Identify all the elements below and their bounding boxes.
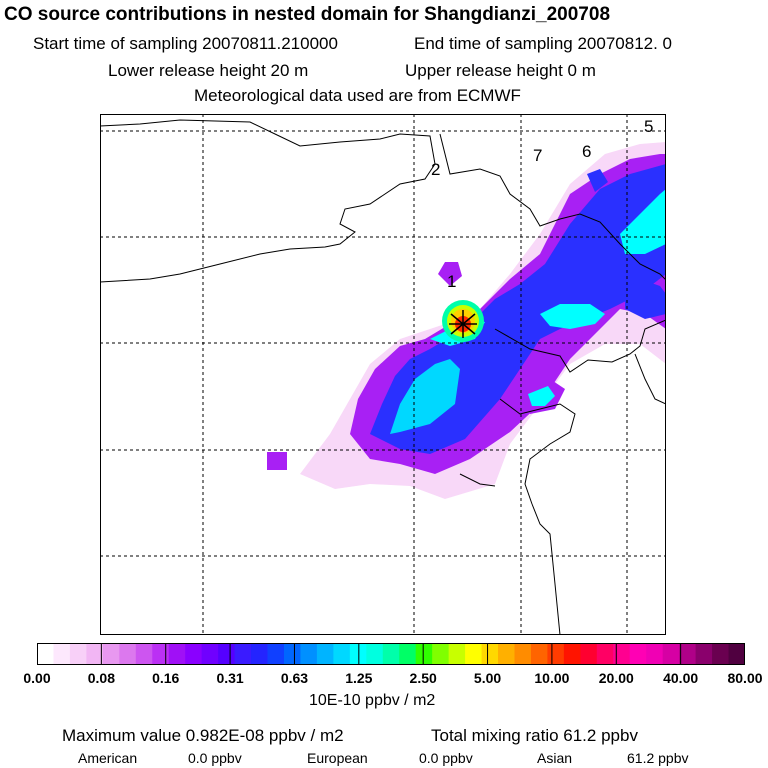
colorbar-tick-label: 5.00 (473, 670, 502, 686)
colorbar-swatch (267, 643, 285, 665)
colorbar-swatch (152, 643, 170, 665)
colorbar-swatch (300, 643, 318, 665)
colorbar-tick-label: 20.00 (598, 670, 634, 686)
total-mixing-label: Total mixing ratio 61.2 ppbv (431, 726, 638, 745)
max-value-label: Maximum value 0.982E-08 ppbv / m2 (62, 726, 344, 745)
american-value: 0.0 ppbv (188, 750, 242, 766)
colorbar-swatch (563, 643, 581, 665)
asian-value: 61.2 ppbv (627, 750, 689, 766)
colorbar-swatch (547, 643, 565, 665)
colorbar-swatch (679, 643, 697, 665)
region-label-6: 6 (582, 142, 591, 161)
colorbar-swatch (316, 643, 334, 665)
colorbar-swatch (283, 643, 302, 665)
map-panel: 1 2 5 6 7 (100, 114, 666, 635)
colorbar-swatch (333, 643, 351, 665)
colorbar-tick-label: 40.00 (663, 670, 699, 686)
colorbar-swatch (53, 643, 71, 665)
colorbar-swatch (251, 643, 269, 665)
colorbar-swatch (382, 643, 400, 665)
colorbar-swatch (432, 643, 450, 665)
start-time-label: Start time of sampling 20070811.210000 (33, 34, 338, 53)
colorbar-swatch (86, 643, 104, 665)
colorbar-swatch (530, 643, 549, 665)
colorbar-tick-label: 0.63 (280, 670, 309, 686)
colorbar-swatch (514, 643, 532, 665)
colorbar-swatch (135, 643, 153, 665)
colorbar-swatch (185, 643, 203, 665)
colorbar-swatch (168, 643, 186, 665)
colorbar-swatch (728, 643, 745, 665)
grid (100, 114, 666, 635)
lower-release-label: Lower release height 20 m (108, 61, 309, 80)
colorbar-tick-label: 0.00 (23, 670, 51, 686)
coastline (100, 119, 666, 635)
region-label-2: 2 (431, 160, 440, 179)
upper-release-label: Upper release height 0 m (405, 61, 596, 80)
met-data-label: Meteorological data used are from ECMWF (194, 86, 521, 105)
station-star-icon (449, 310, 477, 338)
colorbar-swatch (102, 643, 120, 665)
colorbar-tick-label: 0.16 (152, 670, 180, 686)
colorbar-swatch (662, 643, 680, 665)
colorbar-swatch (481, 643, 499, 665)
colorbar-swatch (465, 643, 483, 665)
colorbar-swatch (69, 643, 87, 665)
colorbar-swatch (695, 643, 713, 665)
color-scale-bar (37, 643, 745, 665)
colorbar-swatch (37, 643, 55, 665)
colorbar-swatch (399, 643, 417, 665)
colorbar-units: 10E-10 ppbv / m2 (309, 692, 436, 709)
colorbar-swatch (234, 643, 252, 665)
region-label-7: 7 (533, 146, 542, 165)
european-value: 0.0 ppbv (419, 750, 473, 766)
american-label: American (78, 750, 138, 766)
colorbar-swatch (119, 643, 137, 665)
european-label: European (307, 750, 368, 766)
colorbar-swatch (596, 643, 614, 665)
asian-label: Asian (537, 750, 573, 766)
colorbar-swatch (613, 643, 631, 665)
colorbar-swatch (646, 643, 664, 665)
colorbar-tick-label: 80.00 (727, 670, 763, 686)
colorbar-swatch (498, 643, 516, 665)
end-time-label: End time of sampling 20070812. 0 (414, 34, 673, 53)
region-label-5: 5 (644, 117, 653, 136)
colorbar-swatch (712, 643, 730, 665)
colorbar-swatch (448, 643, 466, 665)
colorbar-swatch (201, 643, 219, 665)
colorbar-tick-label: 1.25 (345, 670, 373, 686)
colorbar-swatch (415, 643, 433, 665)
colorbar-tick-label: 0.08 (87, 670, 115, 686)
plot-title: CO source contributions in nested domain… (4, 4, 611, 25)
region-label-1: 1 (447, 272, 456, 291)
colorbar-tick-label: 2.50 (409, 670, 437, 686)
colorbar-swatch (580, 643, 598, 665)
colorbar-swatch (629, 643, 647, 665)
colorbar-tick-label: 10.00 (534, 670, 570, 686)
colorbar-tick-label: 0.31 (216, 670, 244, 686)
colorbar-swatch (218, 643, 236, 665)
colorbar-swatch (366, 643, 384, 665)
